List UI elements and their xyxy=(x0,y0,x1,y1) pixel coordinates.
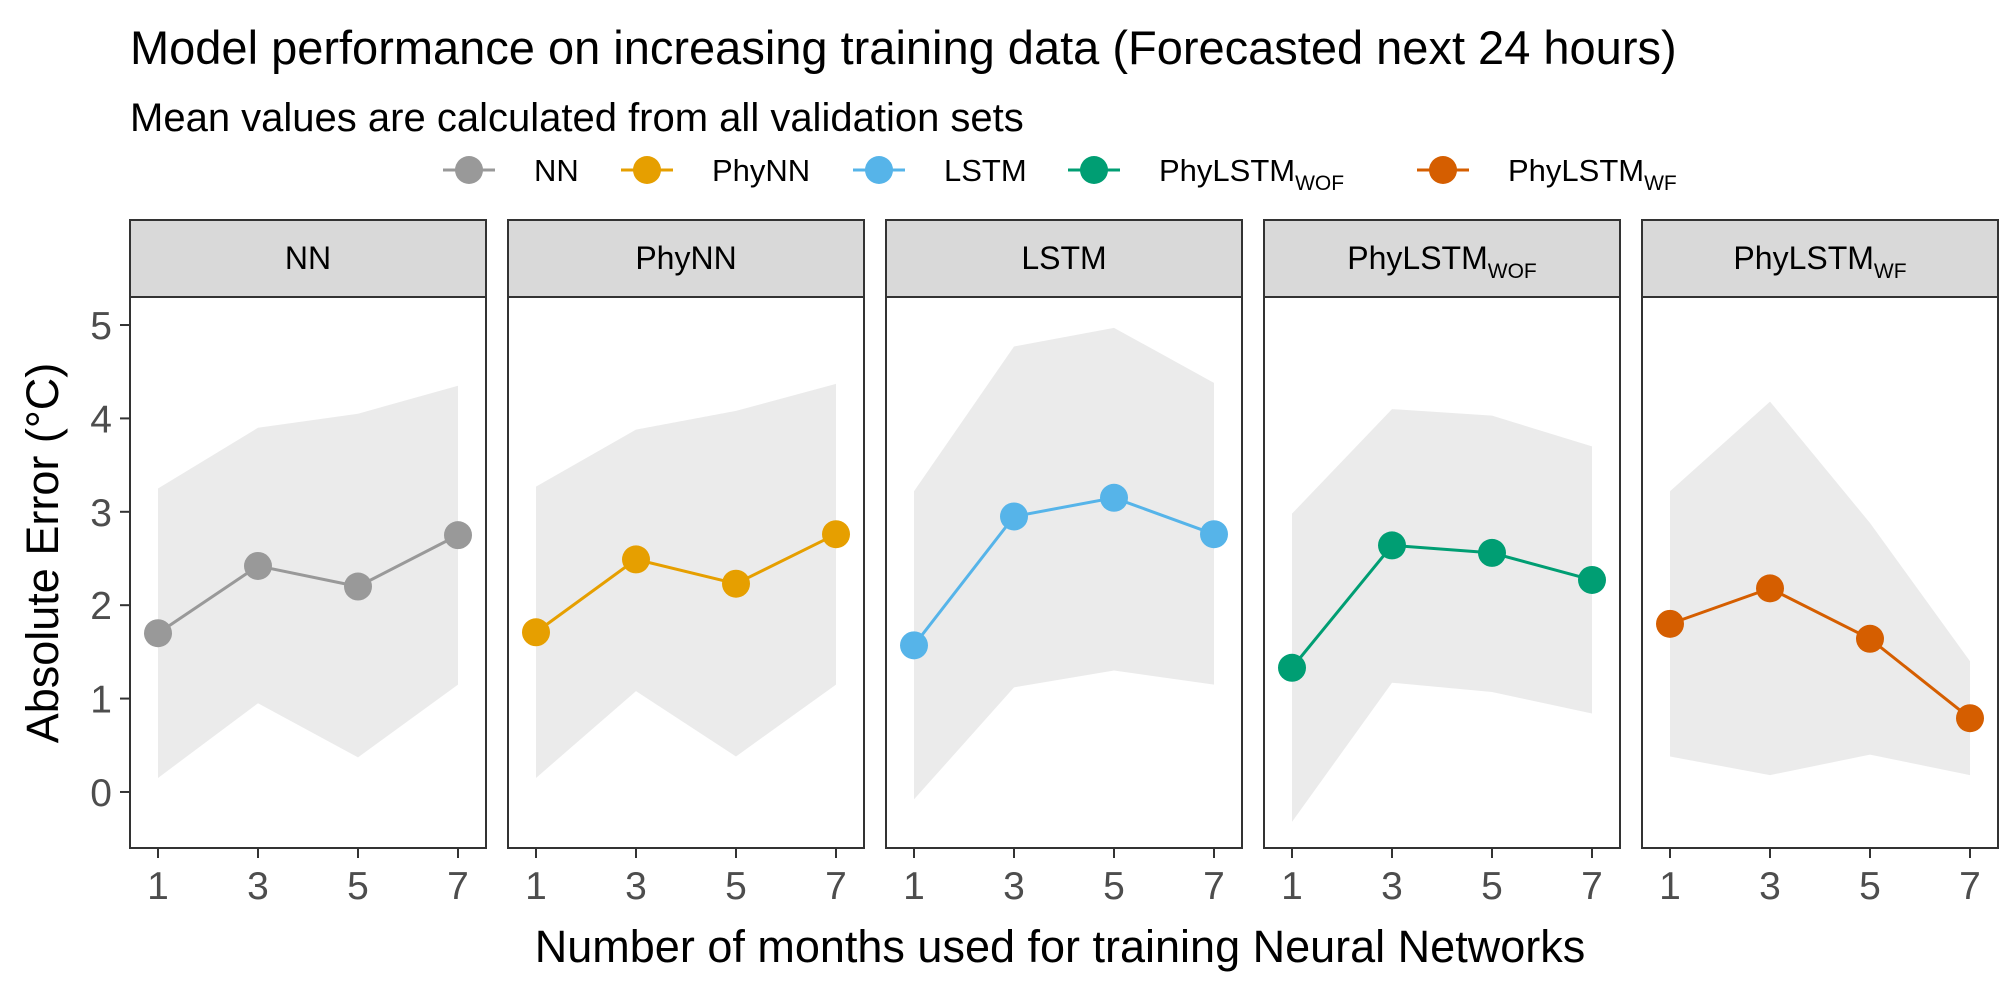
legend-marker xyxy=(1429,156,1457,184)
facet-strip-label: PhyNN xyxy=(635,240,736,276)
x-tick-label: 5 xyxy=(1103,865,1125,908)
chart-title: Model performance on increasing training… xyxy=(130,21,1677,74)
chart-subtitle: Mean values are calculated from all vali… xyxy=(130,96,1024,140)
y-axis-title: Absolute Error (°C) xyxy=(17,363,68,744)
range-ribbon xyxy=(914,327,1214,800)
facet-strip-label: NN xyxy=(285,240,331,276)
data-point xyxy=(1856,624,1884,653)
data-point xyxy=(444,521,472,550)
facet-panel: PhyLSTMWF 1 3 5 7 xyxy=(1641,219,1999,908)
facet-panel: LSTM 1 3 5 7 xyxy=(885,219,1243,908)
x-tick-label: 1 xyxy=(1281,865,1303,908)
data-point xyxy=(522,618,550,647)
range-ribbon xyxy=(158,385,458,778)
range-ribbon xyxy=(536,383,836,778)
x-tick-label: 1 xyxy=(903,865,925,908)
y-axis: 0 1 2 3 4 5 xyxy=(90,305,130,815)
series-line xyxy=(912,496,1215,647)
data-point xyxy=(1378,531,1406,560)
series-line xyxy=(157,533,459,635)
data-point xyxy=(1200,520,1228,549)
x-tick-label: 7 xyxy=(1581,865,1603,908)
legend-item: PhyLSTMWF xyxy=(1417,153,1677,195)
legend-marker xyxy=(865,156,893,184)
legend-item: LSTM xyxy=(853,153,1027,188)
x-tick-label: 7 xyxy=(1959,865,1981,908)
x-tick-label: 3 xyxy=(625,865,647,908)
x-tick-label: 1 xyxy=(1659,865,1681,908)
x-tick-label: 5 xyxy=(1859,865,1881,908)
series-line xyxy=(1669,586,1971,720)
data-point xyxy=(244,551,272,580)
x-tick-label: 3 xyxy=(1381,865,1403,908)
legend: NN PhyNN LSTM PhyLSTMWOF PhyLSTMWF xyxy=(443,153,1677,195)
legend-label: NN xyxy=(534,153,579,188)
facet-strip xyxy=(507,219,865,298)
legend-marker xyxy=(633,156,661,184)
x-tick-label: 3 xyxy=(1003,865,1025,908)
x-tick-label: 5 xyxy=(725,865,747,908)
x-axis-title: Number of months used for training Neura… xyxy=(535,921,1585,972)
x-tick-label: 7 xyxy=(447,865,469,908)
legend-item: PhyNN xyxy=(621,153,810,188)
facet-panel: PhyNN 1 3 5 7 xyxy=(507,219,865,908)
x-tick-label: 3 xyxy=(247,865,269,908)
y-tick-label: 0 xyxy=(90,772,112,815)
facet-strip-label: PhyLSTMWOF xyxy=(1347,240,1536,283)
data-point xyxy=(344,572,372,601)
data-point xyxy=(1100,483,1128,512)
data-point xyxy=(900,631,928,660)
facet-panel: NN 1 3 5 7 xyxy=(129,219,487,908)
x-tick-label: 1 xyxy=(525,865,547,908)
legend-marker xyxy=(1080,156,1108,184)
data-point xyxy=(822,520,850,549)
series-line xyxy=(1290,543,1593,669)
legend-marker xyxy=(455,156,483,184)
facet-strip-label: PhyLSTMWF xyxy=(1733,240,1906,283)
legend-item: NN xyxy=(443,153,579,188)
facet-strip xyxy=(885,219,1243,298)
x-tick-label: 7 xyxy=(1203,865,1225,908)
legend-label: LSTM xyxy=(944,153,1027,188)
facet-panel: PhyLSTMWOF 1 3 5 7 xyxy=(1263,219,1621,908)
x-tick-label: 7 xyxy=(825,865,847,908)
facet-strip-label: LSTM xyxy=(1021,240,1106,276)
data-point xyxy=(722,569,750,598)
legend-item: PhyLSTMWOF xyxy=(1068,153,1344,195)
y-tick-label: 2 xyxy=(90,585,112,628)
facet-strip xyxy=(1263,219,1621,298)
y-tick-label: 1 xyxy=(90,679,112,722)
y-tick-label: 4 xyxy=(90,398,112,441)
data-point xyxy=(622,545,650,574)
facet-strip xyxy=(1641,219,1999,298)
data-point xyxy=(1956,704,1984,733)
data-point xyxy=(1756,574,1784,603)
range-ribbon xyxy=(1292,409,1592,822)
y-tick-label: 5 xyxy=(90,305,112,348)
facet-strip xyxy=(129,219,487,298)
x-tick-label: 5 xyxy=(1481,865,1503,908)
data-point xyxy=(1478,538,1506,567)
x-tick-label: 3 xyxy=(1759,865,1781,908)
data-point xyxy=(1578,565,1606,594)
data-point xyxy=(1278,653,1306,682)
legend-label: PhyLSTMWOF xyxy=(1159,153,1344,195)
range-ribbon xyxy=(1670,401,1970,776)
data-point xyxy=(144,619,172,648)
y-tick-label: 3 xyxy=(90,492,112,535)
x-tick-label: 5 xyxy=(347,865,369,908)
x-tick-label: 1 xyxy=(147,865,169,908)
series-line xyxy=(535,532,837,634)
data-point xyxy=(1656,609,1684,638)
legend-label: PhyNN xyxy=(712,153,810,188)
data-point xyxy=(1000,502,1028,531)
legend-label: PhyLSTMWF xyxy=(1508,153,1677,195)
